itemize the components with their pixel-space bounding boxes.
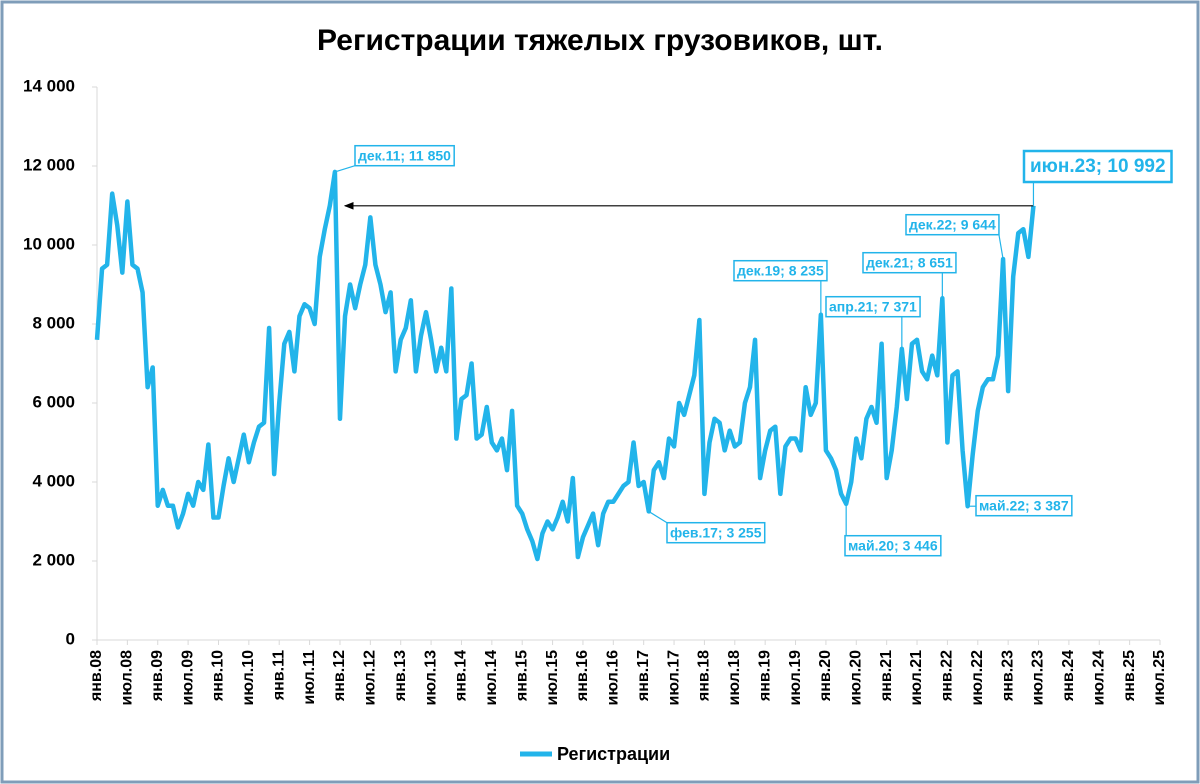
y-tick-label: 14 000: [23, 76, 75, 95]
legend-label: Регистрации: [557, 744, 670, 764]
leader-line: [648, 510, 668, 524]
x-tick-label: янв.24: [1060, 650, 1077, 702]
x-tick-label: июл.11: [301, 650, 318, 705]
x-tick-label: янв.19: [756, 650, 773, 702]
x-tick-label: июл.09: [179, 650, 196, 706]
data-label: дек.21; 8 651: [866, 255, 953, 271]
data-label-box: [975, 494, 1073, 517]
x-tick-label: янв.09: [149, 650, 166, 702]
data-label-box: [844, 534, 942, 557]
x-tick-label: янв.16: [574, 650, 591, 702]
x-tick-label: янв.15: [513, 650, 530, 702]
x-tick-label: июл.24: [1090, 650, 1107, 706]
data-label: июн.23; 10 992: [1030, 156, 1166, 177]
x-tick-label: июл.16: [605, 650, 622, 706]
x-tick-label: июл.15: [544, 650, 561, 706]
x-tick-label: июл.12: [362, 650, 379, 706]
x-tick-label: июл.20: [848, 650, 865, 706]
y-tick-label: 8 000: [32, 313, 75, 332]
x-tick-label: июл.21: [908, 650, 925, 706]
data-label-group: июн.23; 10 992: [1022, 149, 1173, 206]
data-label-group: май.20; 3 446: [844, 503, 942, 557]
x-tick-label: янв.13: [392, 650, 409, 702]
x-tick-label: янв.14: [453, 650, 470, 702]
x-tick-label: июл.23: [1030, 650, 1047, 706]
leader-line: [334, 165, 356, 173]
x-tick-label: июл.19: [787, 650, 804, 706]
data-label-group: фев.17; 3 255: [648, 510, 766, 544]
data-line: [94, 169, 1036, 562]
data-label-box: [733, 259, 828, 282]
x-tick-label: янв.22: [939, 650, 956, 702]
data-label-group: дек.22; 9 644: [905, 213, 1004, 260]
data-label-group: дек.11; 11 850: [334, 144, 455, 173]
data-label: апр.21; 7 371: [829, 299, 917, 315]
y-tick-label: 2 000: [32, 550, 75, 569]
data-label: фев.17; 3 255: [670, 525, 762, 541]
x-tick-label: июл.13: [422, 650, 439, 706]
data-label-box: [862, 251, 957, 274]
data-label-group: май.22; 3 387: [967, 494, 1073, 517]
x-tick-label: янв.11: [270, 650, 287, 701]
x-tick-label: янв.23: [999, 650, 1016, 702]
x-tick-label: янв.08: [88, 650, 105, 702]
x-tick-label: июл.08: [119, 650, 136, 706]
chart-title: Регистрации тяжелых грузовиков, шт.: [317, 24, 883, 57]
x-tick-label: янв.18: [696, 650, 713, 702]
data-label-box: [354, 144, 455, 167]
y-tick-label: 6 000: [32, 392, 75, 411]
x-tick-label: июл.18: [726, 650, 743, 706]
data-label-box: [666, 521, 766, 544]
x-tick-label: июл.17: [665, 650, 682, 706]
x-tick-label: янв.10: [210, 650, 227, 702]
x-tick-label: янв.20: [817, 650, 834, 702]
x-tick-label: июл.22: [969, 650, 986, 706]
data-label: дек.11; 11 850: [358, 148, 451, 164]
data-label: май.22; 3 387: [979, 498, 1069, 514]
data-label-box: [825, 295, 921, 318]
y-tick-label: 10 000: [23, 234, 75, 253]
leader-line: [998, 234, 1004, 260]
x-tick-label: янв.17: [635, 650, 652, 702]
x-tick-label: янв.21: [878, 650, 895, 702]
x-tick-label: янв.12: [331, 650, 348, 702]
data-label-group: дек.21; 8 651: [862, 251, 957, 299]
y-tick-label: 0: [66, 629, 75, 648]
x-tick-label: июл.25: [1151, 650, 1168, 706]
data-label: май.20; 3 446: [848, 538, 938, 554]
x-tick-label: янв.25: [1121, 650, 1138, 702]
y-tick-label: 12 000: [23, 155, 75, 174]
x-tick-label: июл.10: [240, 650, 257, 706]
data-label-group: дек.19; 8 235: [733, 259, 828, 315]
data-label-box: [1022, 149, 1173, 184]
data-label-box: [905, 213, 1000, 236]
data-label-group: апр.21; 7 371: [825, 295, 921, 349]
y-tick-label: 4 000: [32, 471, 75, 490]
data-label: дек.19; 8 235: [737, 263, 824, 279]
x-tick-label: июл.14: [483, 650, 500, 706]
data-label: дек.22; 9 644: [909, 217, 996, 233]
